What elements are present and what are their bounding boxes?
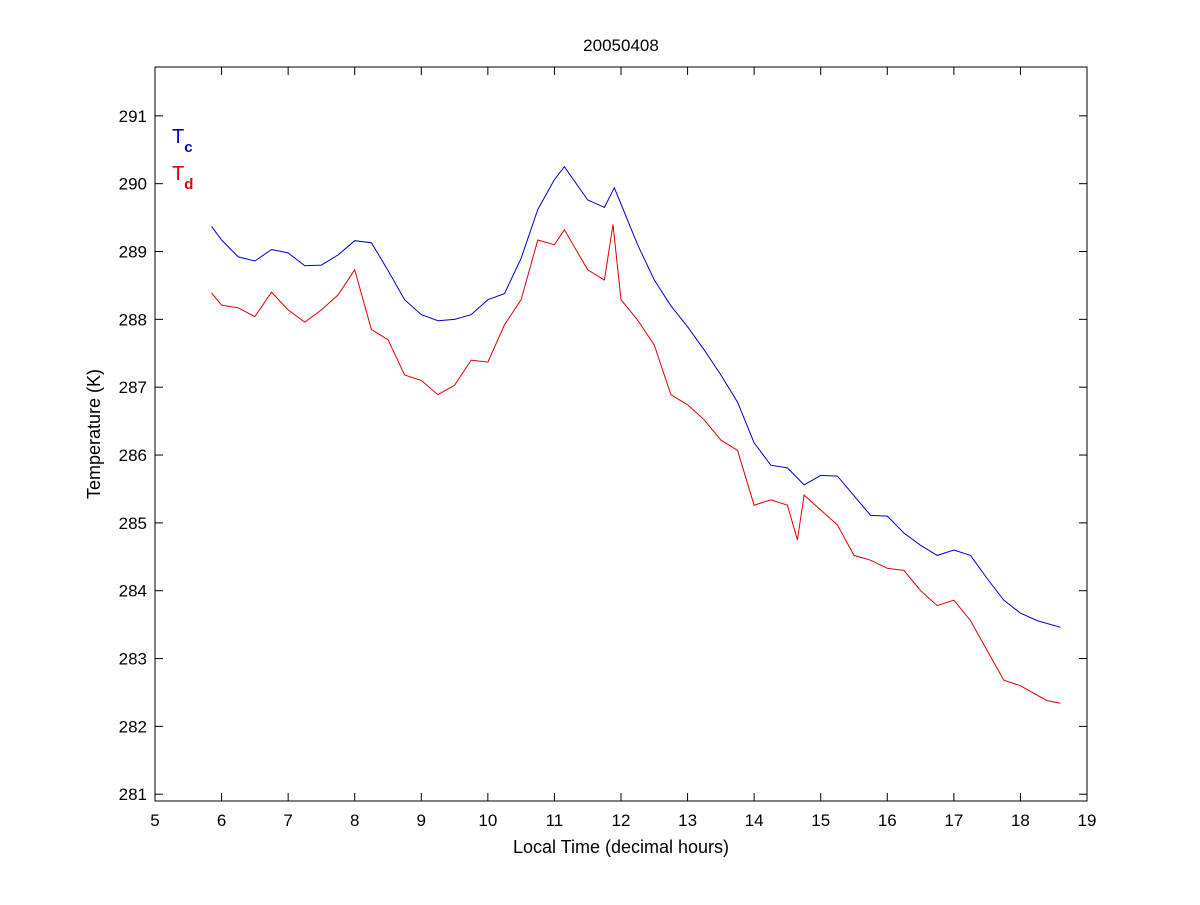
y-tick-label: 285 bbox=[119, 514, 147, 533]
x-tick-label: 6 bbox=[217, 811, 226, 830]
x-tick-label: 8 bbox=[350, 811, 359, 830]
y-tick-label: 290 bbox=[119, 175, 147, 194]
y-tick-label: 284 bbox=[119, 582, 147, 601]
x-tick-label: 7 bbox=[283, 811, 292, 830]
x-tick-label: 9 bbox=[417, 811, 426, 830]
y-tick-label: 281 bbox=[119, 785, 147, 804]
y-tick-label: 287 bbox=[119, 378, 147, 397]
x-tick-label: 14 bbox=[745, 811, 764, 830]
x-axis-label: Local Time (decimal hours) bbox=[513, 837, 729, 857]
x-tick-label: 13 bbox=[678, 811, 697, 830]
y-tick-label: 282 bbox=[119, 717, 147, 736]
x-tick-label: 15 bbox=[811, 811, 830, 830]
x-tick-label: 5 bbox=[150, 811, 159, 830]
x-tick-label: 17 bbox=[944, 811, 963, 830]
x-tick-label: 11 bbox=[546, 811, 564, 830]
plot-area bbox=[154, 66, 1088, 802]
series-line-td bbox=[211, 224, 1061, 704]
x-tick-label: 18 bbox=[1011, 811, 1030, 830]
y-tick-label: 286 bbox=[119, 446, 147, 465]
series-line-tc bbox=[211, 165, 1061, 628]
y-tick-label: 283 bbox=[119, 650, 147, 669]
y-tick-label: 289 bbox=[119, 243, 147, 262]
chart-title: 20050408 bbox=[583, 36, 659, 55]
x-tick-label: 10 bbox=[478, 811, 497, 830]
x-tick-label: 12 bbox=[612, 811, 631, 830]
y-tick-label: 291 bbox=[119, 107, 147, 126]
x-tick-label: 19 bbox=[1078, 811, 1097, 830]
legend-td: Td bbox=[172, 163, 193, 193]
x-tick-label: 16 bbox=[878, 811, 897, 830]
legend: Tc Td bbox=[172, 126, 193, 193]
legend-tc: Tc bbox=[172, 126, 193, 156]
y-axis-label: Temperature (K) bbox=[84, 369, 104, 499]
y-tick-label: 288 bbox=[119, 310, 147, 329]
